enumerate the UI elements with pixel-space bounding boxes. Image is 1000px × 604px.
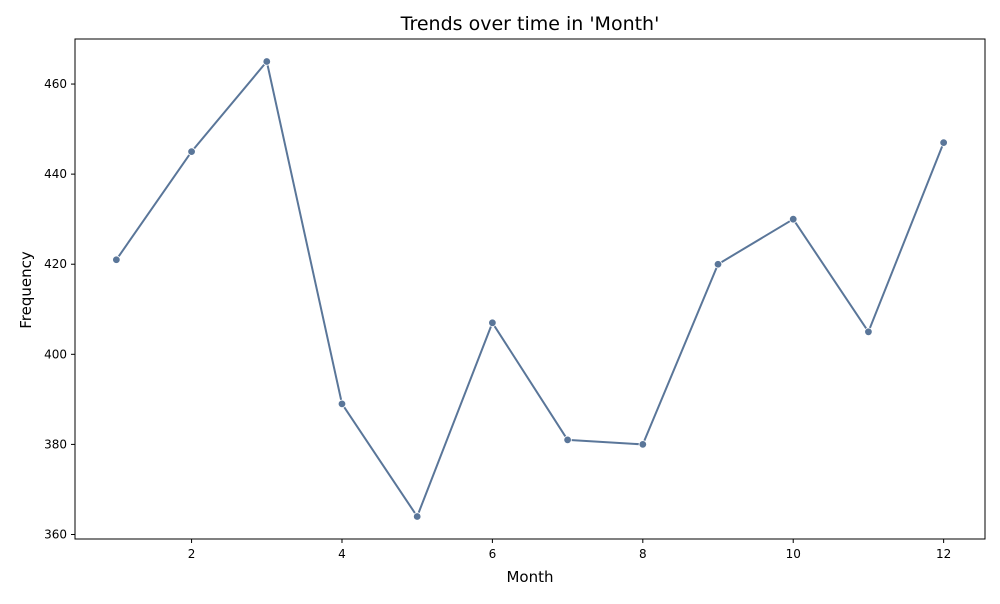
y-axis-label: Frequency [17,251,35,329]
y-tick-label: 400 [44,347,67,361]
x-tick-label: 2 [188,547,196,561]
y-tick-label: 380 [44,437,67,451]
data-point [638,440,648,449]
x-axis-label: Month [506,568,553,586]
series-line [115,60,945,518]
data-point [789,214,798,224]
x-tick-label: 12 [936,547,951,561]
data-point [713,260,723,269]
y-tick-label: 420 [44,257,67,271]
plot-frame [74,38,986,540]
data-point [187,147,196,156]
data-point [939,138,948,147]
data-point [563,435,572,445]
y-tick-label: 360 [44,527,67,541]
plot-area: 2 4 6 8 10 12 360 380 400 420 440 460 [44,38,986,561]
data-point [337,399,347,409]
x-tick-label: 6 [489,547,497,561]
data-point [112,255,121,264]
y-tick-label: 460 [44,77,67,91]
x-tick-label: 8 [639,547,647,561]
data-point [262,57,271,66]
data-point [412,512,422,521]
data-point [488,318,497,327]
chart-title: Trends over time in 'Month' [400,13,660,35]
data-point [864,327,873,336]
x-tick-label: 4 [338,547,346,561]
y-tick-label: 440 [44,167,67,181]
x-tick-label: 10 [786,547,801,561]
